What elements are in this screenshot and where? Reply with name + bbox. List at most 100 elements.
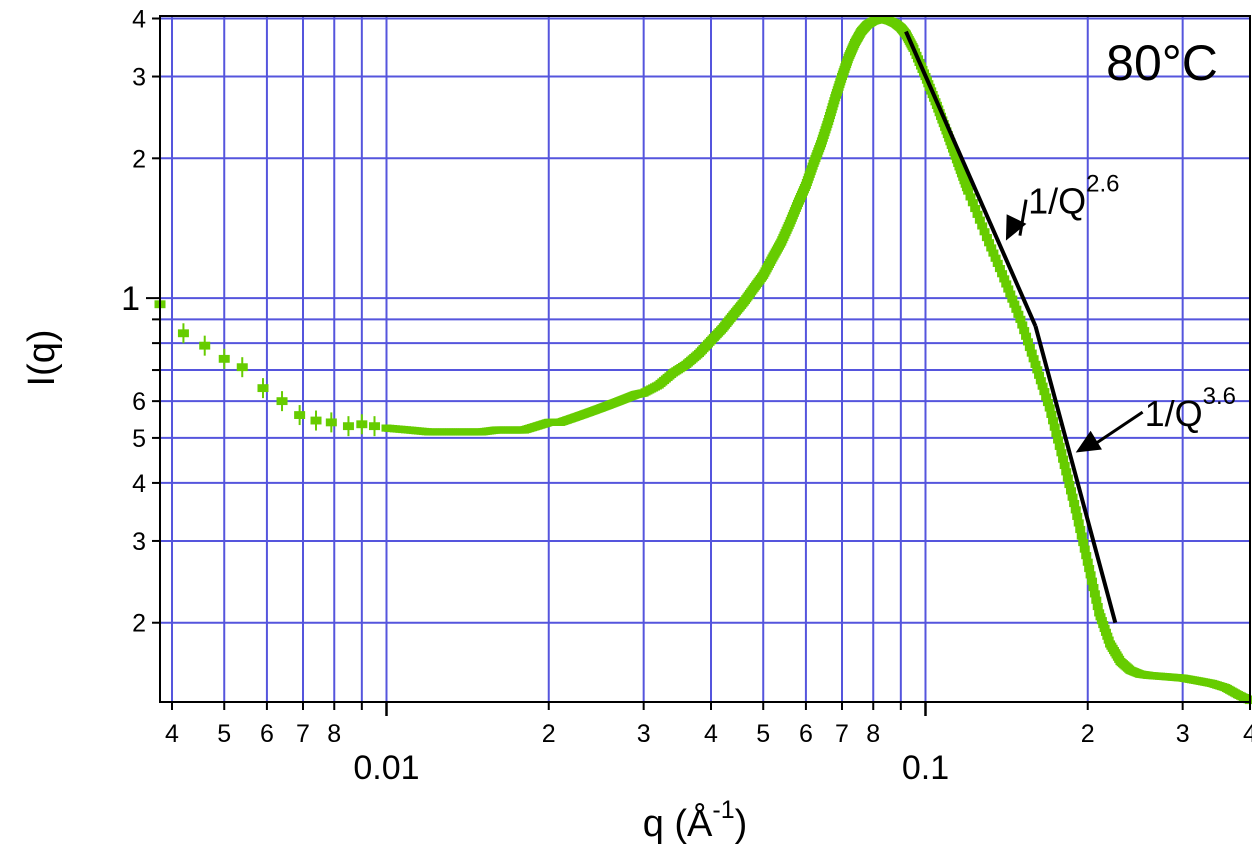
data-point — [1079, 545, 1090, 553]
data-point — [1041, 393, 1052, 401]
data-point — [990, 254, 1001, 262]
data-point — [1035, 377, 1046, 385]
y-tick-label: 4 — [132, 470, 146, 498]
y-tick-label: 1 — [121, 280, 140, 318]
x-minor-tick-label: 6 — [260, 720, 274, 748]
x-axis-ticks: 4 5 6 7 8 2 3 4 5 6 7 8 2 3 40.01 0.1 — [165, 702, 1252, 787]
x-minor-tick-label: 3 — [637, 720, 651, 748]
data-point — [1085, 571, 1096, 579]
data-point — [1245, 696, 1252, 705]
data-point — [981, 234, 992, 242]
data-point — [1102, 632, 1113, 640]
data-point — [984, 239, 995, 247]
slope-label-exponent: 2.6 — [1086, 171, 1119, 198]
x-axis-label: q (Å-1) — [643, 796, 748, 845]
data-point — [942, 130, 953, 139]
data-point — [999, 275, 1010, 283]
data-point — [1054, 442, 1065, 450]
data-point — [1028, 355, 1039, 363]
data-point — [1048, 417, 1059, 425]
data-point — [1094, 609, 1105, 617]
data-point — [1024, 343, 1035, 352]
data-point — [1030, 360, 1041, 368]
data-point — [1021, 332, 1032, 340]
y-tick-label: 3 — [132, 528, 146, 556]
arrow-head — [1005, 214, 1027, 241]
data-point — [1003, 285, 1014, 293]
data-point — [1087, 577, 1098, 585]
data-point — [948, 145, 959, 153]
x-minor-tick-label: 5 — [217, 720, 231, 748]
data-point — [940, 123, 951, 131]
data-point — [967, 199, 978, 207]
x-axis-label-base: q (Å — [643, 801, 713, 845]
data-point — [1081, 552, 1092, 560]
data-point — [997, 270, 1008, 278]
data-point — [1061, 468, 1072, 476]
data-point — [1011, 305, 1022, 313]
x-minor-tick-label: 4 — [1243, 720, 1252, 748]
data-point — [1051, 430, 1062, 438]
data-point — [1059, 461, 1070, 470]
data-point — [1017, 321, 1028, 329]
data-series — [154, 15, 1252, 705]
data-point — [1019, 327, 1030, 335]
y-tick-label: 2 — [132, 145, 146, 173]
plot-frame — [159, 15, 1251, 703]
data-point — [1065, 487, 1076, 495]
data-point — [1098, 620, 1109, 629]
slope-label: 1/Q2.6 — [1028, 171, 1119, 222]
x-major-tick-label: 0.01 — [353, 749, 419, 787]
data-point — [965, 193, 976, 201]
x-minor-tick-label: 4 — [704, 720, 718, 748]
data-point — [1015, 315, 1026, 323]
arrow-head — [1075, 430, 1102, 453]
data-point — [1037, 382, 1048, 390]
data-point — [1044, 404, 1055, 412]
data-point — [1089, 590, 1100, 598]
data-point — [1075, 525, 1086, 534]
data-point — [977, 222, 988, 230]
slope-label-exponent: 3.6 — [1203, 383, 1236, 410]
slope-label-base: 1/Q — [1028, 181, 1086, 222]
data-point — [1062, 474, 1073, 482]
data-point — [1099, 624, 1110, 633]
power-law-fit-lines — [904, 30, 1118, 624]
data-point — [1096, 617, 1107, 625]
data-point — [970, 204, 981, 213]
x-minor-tick-label: 8 — [327, 720, 341, 748]
data-point — [938, 120, 949, 128]
data-point — [1039, 388, 1050, 396]
y-tick-label: 6 — [132, 388, 146, 416]
data-point — [988, 249, 999, 257]
x-minor-tick-label: 5 — [756, 720, 770, 748]
data-point — [937, 116, 948, 124]
data-point — [945, 138, 956, 146]
data-point — [1069, 499, 1080, 508]
data-point — [944, 134, 955, 142]
data-point — [1091, 596, 1102, 604]
data-point — [1007, 295, 1018, 303]
data-point — [1064, 480, 1075, 489]
y-tick-label: 5 — [132, 425, 146, 453]
x-major-tick-label: 0.1 — [902, 749, 949, 787]
data-point — [1032, 366, 1043, 374]
x-minor-tick-label: 8 — [866, 720, 880, 748]
data-point — [972, 210, 983, 218]
data-point — [1026, 349, 1037, 357]
data-point — [1056, 449, 1067, 457]
y-tick-label: 4 — [132, 6, 146, 34]
data-point — [1088, 583, 1099, 592]
arrow-shaft — [1018, 199, 1028, 236]
data-point — [1022, 338, 1033, 346]
data-point — [1092, 602, 1103, 611]
data-point — [950, 152, 961, 160]
y-tick-label: 2 — [132, 610, 146, 638]
data-point — [1103, 636, 1114, 644]
data-point — [946, 141, 957, 149]
data-point — [1084, 564, 1095, 573]
y-tick-label: 3 — [132, 64, 146, 92]
x-minor-tick-label: 7 — [296, 720, 310, 748]
fit-line — [904, 30, 1038, 328]
